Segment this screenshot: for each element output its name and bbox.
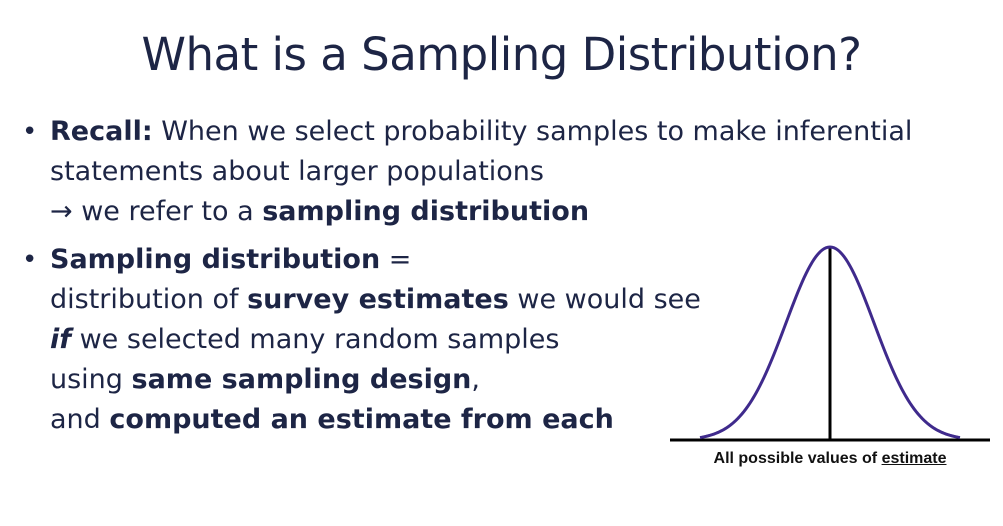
sampling-distribution-term: sampling distribution xyxy=(262,196,590,227)
recall-label: Recall: xyxy=(50,116,153,147)
bullet-1-marker: • xyxy=(22,117,38,147)
sampling-distribution-heading: Sampling distribution xyxy=(50,244,381,275)
bullet-2-line-5: and computed an estimate from each xyxy=(50,400,614,440)
bullet-2-line-4: using same sampling design, xyxy=(50,360,480,400)
if-emphasis: if xyxy=(50,324,72,355)
slide-title: What is a Sampling Distribution? xyxy=(141,28,862,81)
normal-curve xyxy=(699,245,961,440)
bullet-2-text-4c: , xyxy=(471,364,480,395)
equals-sign: = xyxy=(380,244,412,275)
bullet-1-text-2: statements about larger populations xyxy=(50,156,544,187)
bell-curve-diagram xyxy=(670,245,990,442)
sampling-distribution-figure: All possible values of estimate xyxy=(670,235,990,475)
figure-caption: All possible values of estimate xyxy=(670,450,990,468)
bullet-2-text-5a: and xyxy=(50,404,110,435)
bullet-1-line-3: → we refer to a sampling distribution xyxy=(50,192,589,232)
bullet-2-marker: • xyxy=(22,245,38,275)
bullet-2-text-2a: distribution of xyxy=(50,284,248,315)
caption-text: All possible values of xyxy=(713,450,882,467)
computed-estimate-term: computed an estimate from each xyxy=(109,404,614,435)
bullet-1-line-1: Recall: When we select probability sampl… xyxy=(50,112,912,152)
survey-estimates-term: survey estimates xyxy=(247,284,509,315)
bullet-1-text-3: we refer to a xyxy=(72,196,263,227)
bullet-2-text-2c: we would see xyxy=(508,284,701,315)
caption-estimate-underlined: estimate xyxy=(881,450,947,467)
bullet-2-text-3b: we selected many random samples xyxy=(71,324,560,355)
arrow-symbol: → xyxy=(50,196,73,227)
bullet-2-text-4a: using xyxy=(50,364,132,395)
bullet-2-line-2: distribution of survey estimates we woul… xyxy=(50,280,701,320)
bullet-1-line-2: statements about larger populations xyxy=(50,152,544,192)
bullet-2-line-3: if we selected many random samples xyxy=(50,320,559,360)
same-sampling-design-term: same sampling design xyxy=(131,364,472,395)
bullet-1-text-1: When we select probability samples to ma… xyxy=(152,116,913,147)
bullet-2-line-1: Sampling distribution = xyxy=(50,240,411,280)
